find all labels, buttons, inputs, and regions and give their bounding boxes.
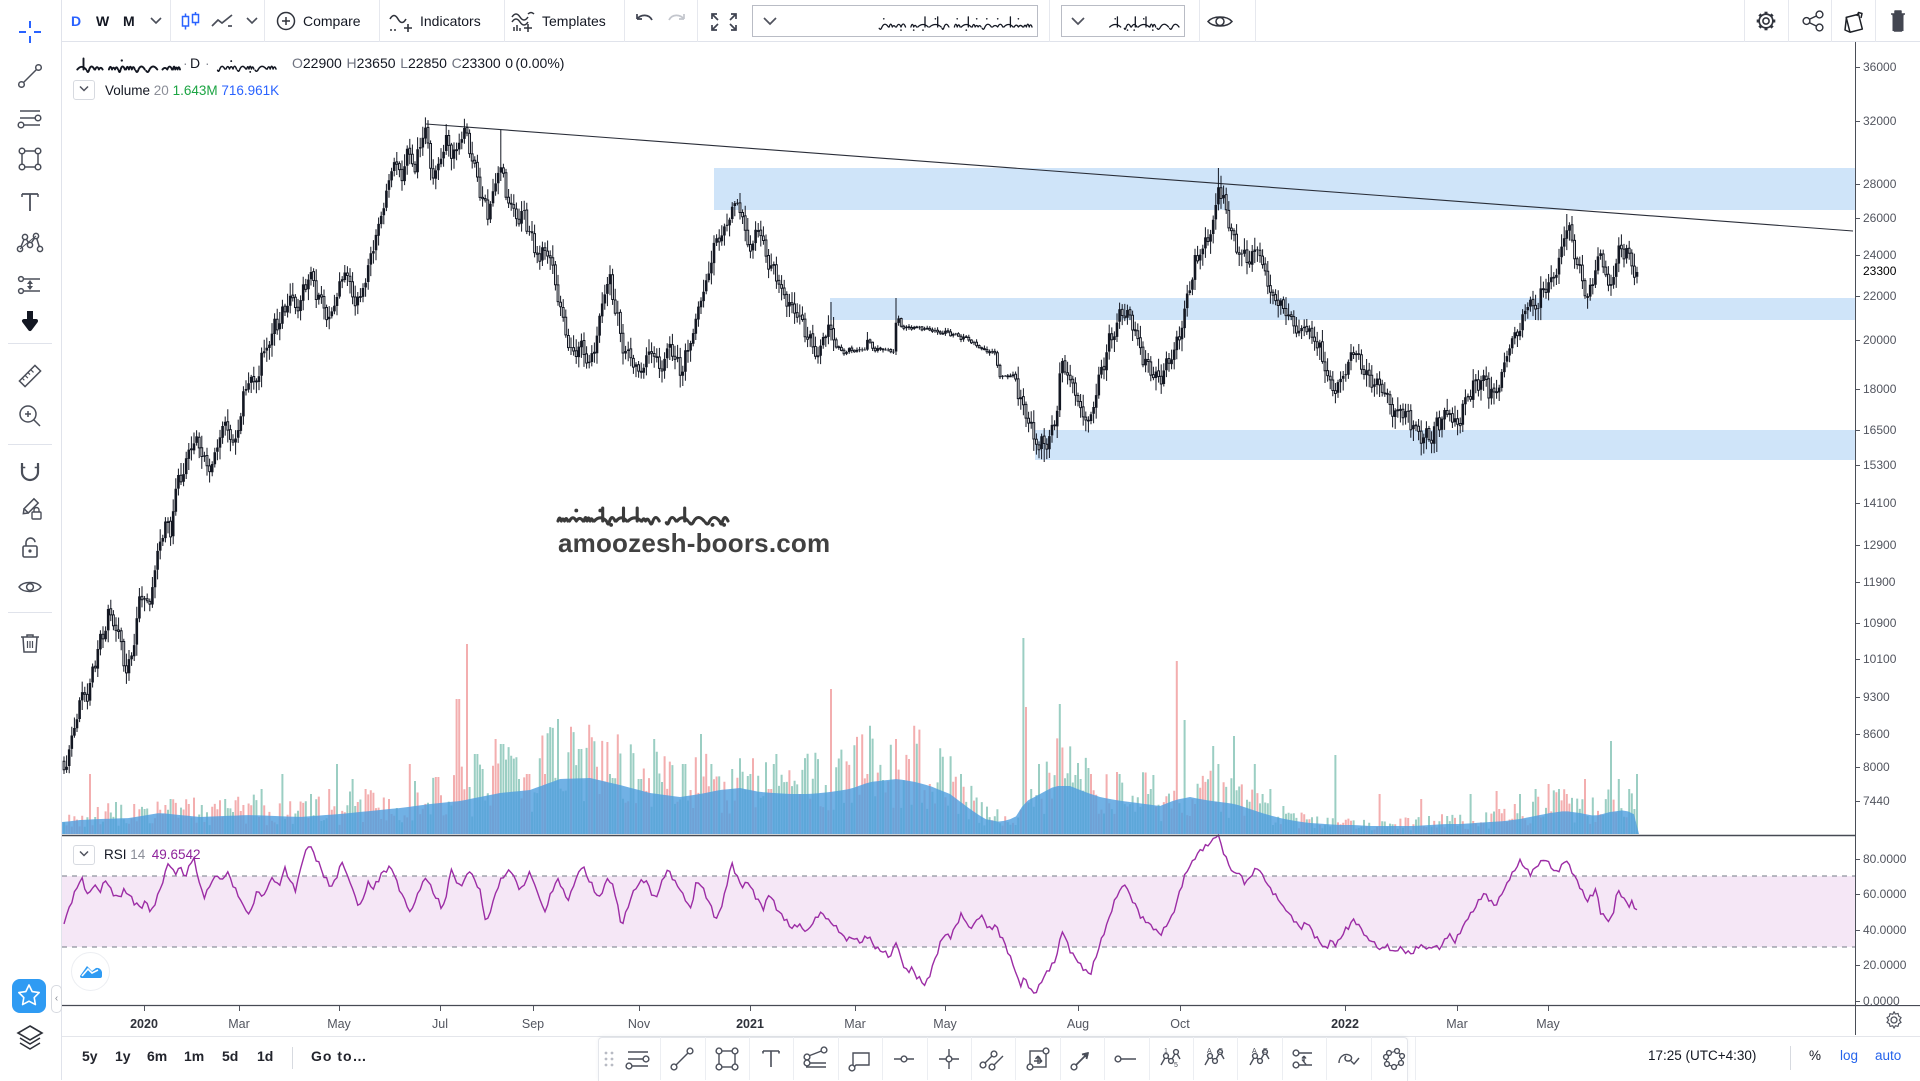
svg-text:E: E bbox=[1263, 1048, 1268, 1055]
svg-text:A: A bbox=[1207, 1048, 1212, 1055]
svg-text:5: 5 bbox=[1174, 1062, 1178, 1069]
svg-text:C: C bbox=[1218, 1048, 1223, 1055]
svg-text:A: A bbox=[1252, 1048, 1257, 1055]
svg-text:1: 1 bbox=[1164, 1048, 1168, 1055]
